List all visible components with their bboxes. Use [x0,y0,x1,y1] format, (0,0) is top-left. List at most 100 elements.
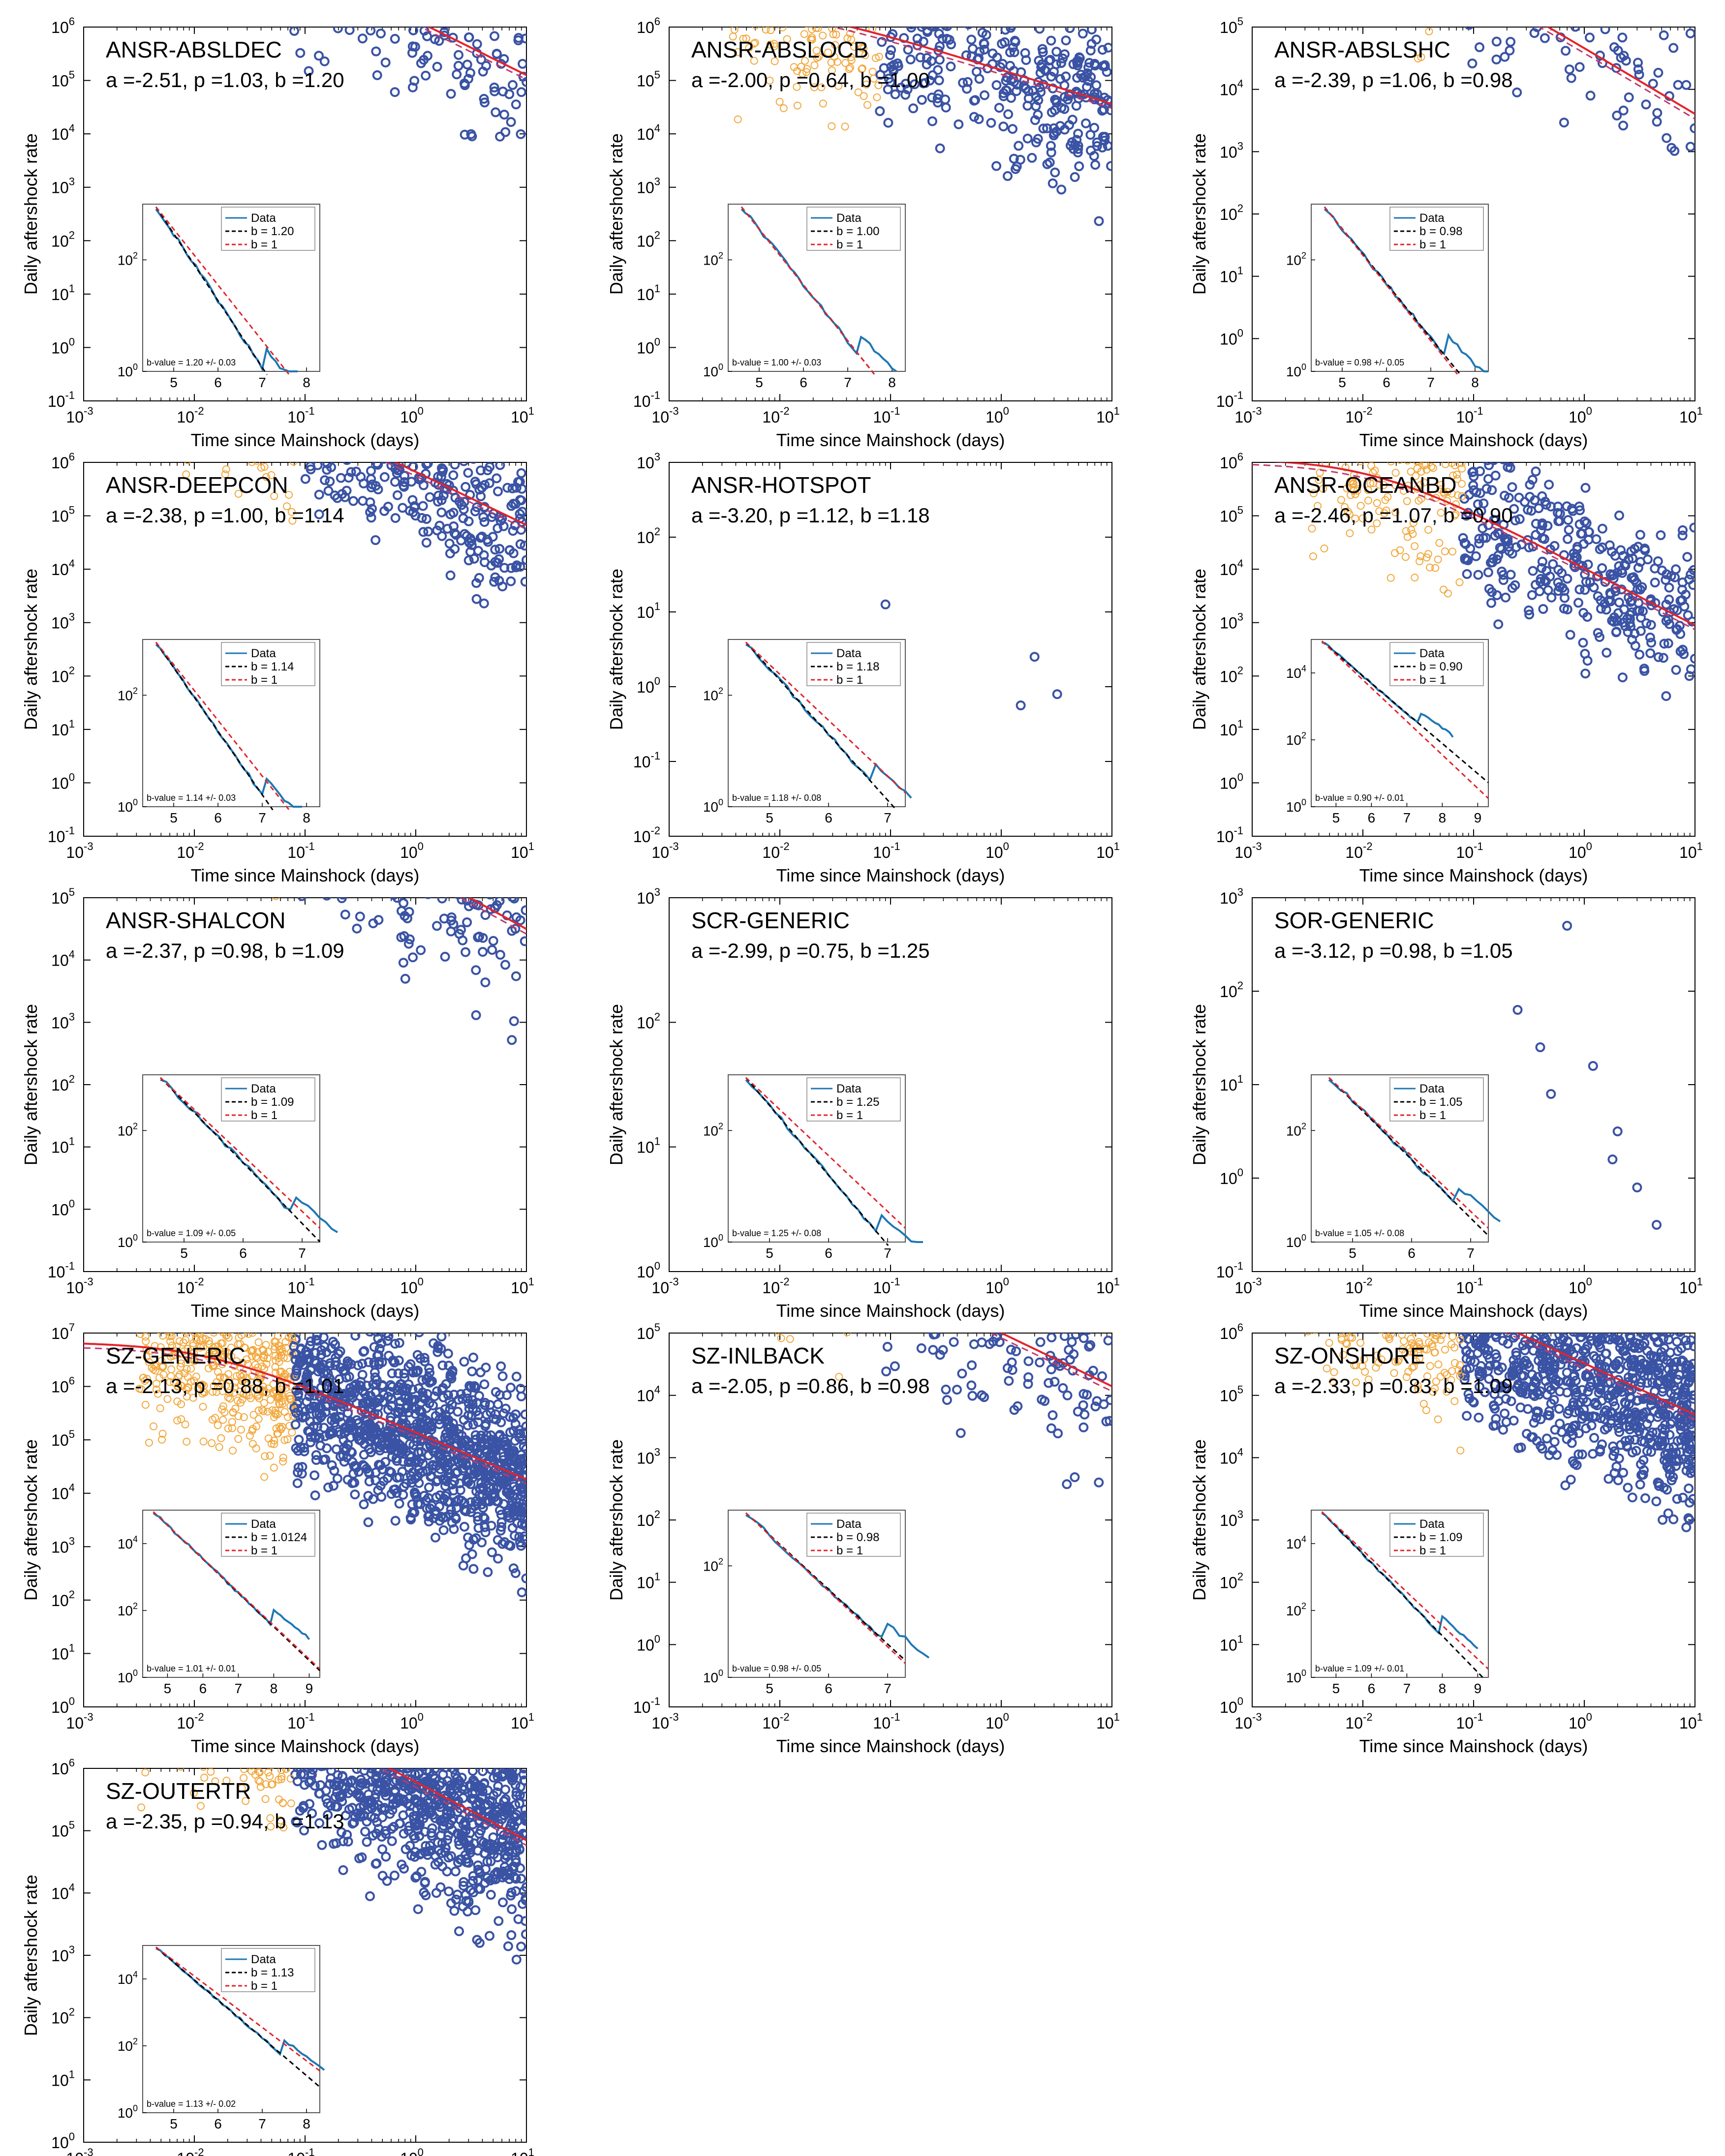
aftershock-point [323,409,331,417]
early-aftershock-point [285,0,292,7]
x-axis-label: Time since Mainshock (days) [191,865,420,885]
y-axis-label: Daily aftershock rate [606,133,626,295]
aftershock-point [307,418,314,426]
aftershock-point [996,14,1004,22]
y-tick-exponent: 2 [654,229,660,241]
early-aftershock-point [183,1319,190,1326]
aftershock-point [477,866,485,874]
panel-params: a =-2.39, p =1.06, b =0.98 [1274,68,1513,91]
x-axis-label: Time since Mainshock (days) [1359,430,1588,450]
aftershock-point [1589,5,1597,13]
aftershock-point [478,866,486,874]
aftershock-point [513,15,521,23]
aftershock-point [430,862,438,870]
x-tick-exponent: 0 [418,840,424,852]
aftershock-point [454,890,462,898]
aftershock-point [306,419,313,426]
inset-bvalue-note: b-value = 1.25 +/- 0.08 [732,1228,821,1238]
aftershock-point [346,3,354,11]
y-tick-exponent: 0 [1237,1166,1243,1179]
x-tick-exponent: -2 [1363,405,1373,417]
inset-legend-label: b = 1 [1419,673,1446,687]
inset-legend-label: Data [836,212,862,225]
early-aftershock-point [149,1323,156,1330]
aftershock-point [368,0,376,8]
x-tick-label: 101 [511,405,534,426]
early-aftershock-point [861,2,867,9]
x-tick-exponent: -1 [305,405,315,417]
early-aftershock-point [798,13,804,20]
aftershock-point [351,413,359,421]
y-axis-label: Daily aftershock rate [21,1439,41,1601]
y-tick-label: 10-1 [48,1260,75,1281]
aftershock-point [344,17,352,25]
x-tick-exponent: 1 [528,1711,534,1723]
y-tick-exponent: 4 [69,557,75,570]
inset-y-tick-exponent: 2 [1301,730,1306,740]
y-tick-exponent: 1 [1237,718,1243,730]
aftershock-point [438,416,446,424]
aftershock-point [431,414,439,422]
x-tick-exponent: 1 [1697,840,1703,852]
x-tick-label: 10-1 [873,1275,900,1297]
y-tick-exponent: 3 [69,611,75,623]
y-tick-label: 102 [51,1073,75,1094]
aftershock-point [438,884,446,892]
x-tick-label: 10-2 [1345,840,1372,861]
inset-x-tick-label: 6 [825,810,832,825]
y-tick-label: 101 [637,282,660,304]
x-tick-label: 10-2 [1345,405,1372,426]
aftershock-point [481,438,489,446]
aftershock-point [364,844,371,851]
x-axis-label: Time since Mainshock (days) [191,1736,420,1756]
aftershock-point [1478,423,1486,430]
panel-region-title: ANSR-OCEANBD [1274,472,1457,498]
aftershock-point [319,416,327,424]
aftershock-point [376,854,384,862]
early-aftershock-point [150,420,156,426]
aftershock-point [440,877,448,885]
inset-y-tick-exponent: 2 [1301,1121,1306,1131]
x-tick-label: 10-1 [873,405,900,426]
early-aftershock-point [785,8,792,15]
x-tick-exponent: 1 [1697,1275,1703,1288]
x-tick-exponent: -1 [305,1275,315,1288]
y-tick-exponent: 6 [69,1375,75,1387]
aftershock-point [924,422,932,430]
early-aftershock-point [1329,13,1336,20]
panel-params: a =-3.12, p =0.98, b =1.05 [1274,939,1513,962]
y-tick-exponent: 1 [654,282,660,295]
early-aftershock-point [254,422,261,428]
x-tick-label: 101 [1679,1275,1703,1297]
early-aftershock-point [213,1323,219,1330]
early-aftershock-point [249,1322,256,1329]
early-aftershock-point [225,421,232,427]
aftershock-point [453,874,461,882]
x-tick-exponent: -3 [1252,1275,1262,1288]
y-tick-label: 100 [637,335,660,357]
aftershock-point [419,4,427,12]
aftershock-point [459,881,467,889]
inset-x-tick-label: 6 [825,1245,832,1261]
y-tick-exponent: 5 [1237,15,1243,28]
x-tick-label: 100 [1569,840,1592,861]
aftershock-point [384,422,392,429]
panel-ansr-absldec: 10-3 10-2 10-1 100 10110-1100101102103104105… [21,0,534,450]
x-tick-label: 10-2 [177,840,204,861]
panel-ansr-abslocb: 10-3 10-2 10-1 100 10110-1100101102103104105… [606,0,1120,450]
aftershock-point [442,0,450,1]
aftershock-point [1674,3,1682,11]
panel-region-title: ANSR-ABSLDEC [106,37,282,62]
inset-legend-label: b = 1.14 [251,660,294,673]
aftershock-point [449,409,457,417]
x-tick-label: 10-2 [177,1275,204,1297]
early-aftershock-point [181,1321,187,1328]
y-tick-exponent: 4 [1237,557,1243,570]
early-aftershock-point [1332,455,1339,461]
y-tick-exponent: 3 [69,1010,75,1023]
early-aftershock-point [159,1293,166,1300]
early-aftershock-point [726,11,733,18]
y-tick-label: 105 [51,69,75,90]
early-aftershock-point [1318,408,1325,415]
